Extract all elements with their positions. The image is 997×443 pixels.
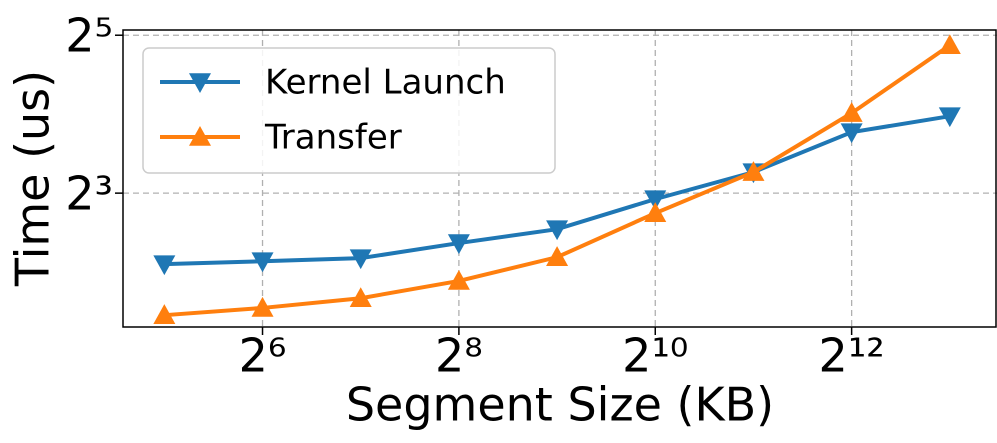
x-axis-label: Segment Size (KB) bbox=[346, 378, 774, 432]
x-tick-label: 2⁶ bbox=[239, 329, 287, 383]
data-point bbox=[447, 234, 470, 255]
y-tick-label: 2⁵ bbox=[65, 9, 113, 63]
data-point bbox=[251, 296, 274, 317]
data-point bbox=[349, 249, 372, 270]
x-tick-label: 2¹² bbox=[819, 329, 885, 383]
y-tick-label: 2³ bbox=[65, 167, 113, 221]
plot-frame bbox=[122, 29, 997, 328]
data-point bbox=[742, 161, 765, 181]
data-point bbox=[546, 246, 569, 266]
data-point bbox=[546, 220, 569, 241]
x-tick-label: 2¹⁰ bbox=[622, 329, 688, 383]
data-point bbox=[153, 255, 176, 276]
data-point bbox=[840, 123, 863, 144]
data-point bbox=[840, 102, 863, 122]
data-point bbox=[251, 252, 274, 273]
data-point bbox=[644, 202, 667, 222]
y-axis-label: Time (us) bbox=[6, 70, 60, 287]
data-point bbox=[153, 304, 176, 324]
legend-label: Transfer bbox=[264, 118, 402, 158]
legend-label: Kernel Launch bbox=[265, 63, 506, 103]
data-point bbox=[938, 107, 961, 128]
data-point bbox=[349, 287, 372, 308]
legend-box bbox=[142, 47, 556, 174]
data-point bbox=[447, 269, 470, 290]
x-tick-label: 2⁸ bbox=[435, 329, 483, 383]
data-point bbox=[644, 190, 667, 211]
legend-marker bbox=[189, 73, 211, 93]
legend-marker bbox=[189, 126, 211, 146]
data-point bbox=[938, 34, 961, 55]
